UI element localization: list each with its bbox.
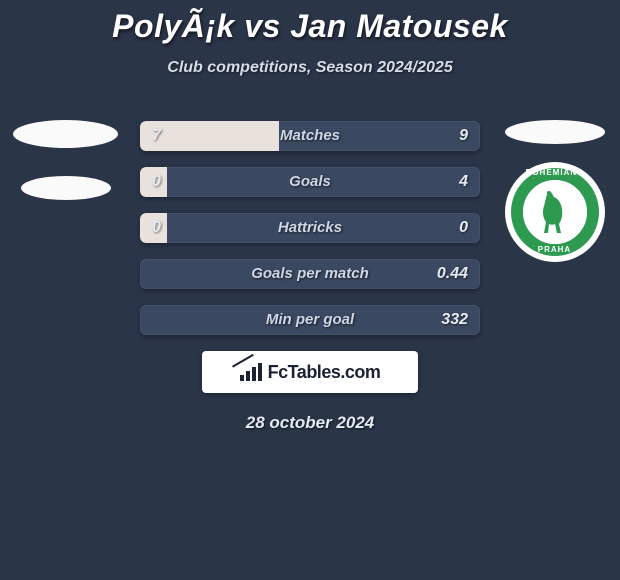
stat-row: 0Hattricks0 xyxy=(140,213,480,243)
snapshot-date: 28 october 2024 xyxy=(0,413,620,433)
stat-right-value: 0.44 xyxy=(437,259,468,289)
stat-right-value: 0 xyxy=(459,213,468,243)
stat-label: Hattricks xyxy=(140,213,480,243)
kangaroo-icon xyxy=(539,190,573,234)
badge-text-bottom: PRAHA xyxy=(505,245,605,254)
page-title: PolyÃ¡k vs Jan Matousek xyxy=(0,0,620,45)
bars-chart-icon xyxy=(240,363,262,381)
stat-row: Goals per match0.44 xyxy=(140,259,480,289)
page-subtitle: Club competitions, Season 2024/2025 xyxy=(0,59,620,77)
stat-label: Min per goal xyxy=(140,305,480,335)
left-logos-column xyxy=(8,120,123,228)
badge-text-top: BOHEMIANS xyxy=(505,168,605,177)
stat-row: 7Matches9 xyxy=(140,121,480,151)
stat-label: Goals per match xyxy=(140,259,480,289)
brand-text: FcTables.com xyxy=(268,362,381,383)
stat-row: Min per goal332 xyxy=(140,305,480,335)
stat-label: Matches xyxy=(140,121,480,151)
logo-placeholder xyxy=(13,120,118,148)
stats-bars: 7Matches90Goals40Hattricks0Goals per mat… xyxy=(140,121,480,335)
stat-right-value: 332 xyxy=(441,305,468,335)
stat-label: Goals xyxy=(140,167,480,197)
stat-right-value: 4 xyxy=(459,167,468,197)
logo-placeholder xyxy=(21,176,111,200)
right-logos-column: BOHEMIANS PRAHA xyxy=(497,120,612,262)
stat-right-value: 9 xyxy=(459,121,468,151)
logo-placeholder xyxy=(505,120,605,144)
stat-row: 0Goals4 xyxy=(140,167,480,197)
club-badge-bohemians: BOHEMIANS PRAHA xyxy=(505,162,605,262)
brand-badge[interactable]: FcTables.com xyxy=(202,351,418,393)
